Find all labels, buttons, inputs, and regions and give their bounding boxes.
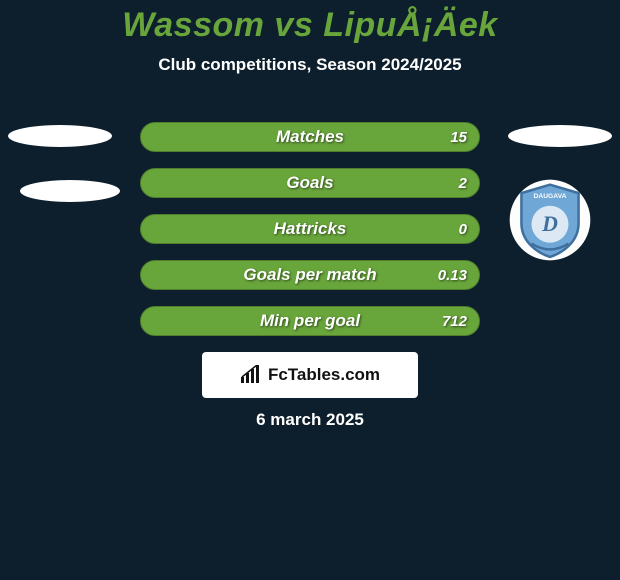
- stat-label: Goals per match: [141, 261, 479, 289]
- stat-right-value: 15: [450, 123, 467, 151]
- brand-text: FcTables.com: [268, 365, 380, 385]
- page-subtitle: Club competitions, Season 2024/2025: [0, 55, 620, 75]
- stat-label: Goals: [141, 169, 479, 197]
- brand-link[interactable]: FcTables.com: [202, 352, 418, 398]
- player-right-crest: DAUGAVA D: [500, 178, 600, 264]
- stat-right-value: 712: [442, 307, 467, 335]
- brand-main: Tables: [288, 365, 341, 384]
- brand-suffix: .com: [340, 365, 380, 384]
- stats-comparison-card: Wassom vs LipuÅ¡Äek Club competitions, S…: [0, 0, 620, 580]
- date-stamp: 6 march 2025: [0, 410, 620, 430]
- stat-label: Hattricks: [141, 215, 479, 243]
- stat-row-min-per-goal: Min per goal 712: [140, 306, 480, 336]
- stat-row-hattricks: Hattricks 0: [140, 214, 480, 244]
- stat-right-value: 0: [459, 215, 467, 243]
- bar-chart-icon: [240, 365, 262, 385]
- player-left-photo-placeholder: [8, 125, 112, 147]
- stat-row-matches: Matches 15: [140, 122, 480, 152]
- crest-letter: D: [541, 212, 558, 236]
- stat-right-value: 0.13: [438, 261, 467, 289]
- page-title: Wassom vs LipuÅ¡Äek: [0, 0, 620, 45]
- crest-label: DAUGAVA: [534, 193, 567, 200]
- stat-right-value: 2: [459, 169, 467, 197]
- brand-inner: FcTables.com: [240, 365, 380, 385]
- player-right-photo-placeholder: [508, 125, 612, 147]
- stat-label: Min per goal: [141, 307, 479, 335]
- shield-icon: DAUGAVA D: [508, 178, 592, 262]
- stat-label: Matches: [141, 123, 479, 151]
- stat-row-goals-per-match: Goals per match 0.13: [140, 260, 480, 290]
- player-left-crest-placeholder: [20, 180, 120, 202]
- stats-bars: Matches 15 Goals 2 Hattricks 0 Goals per…: [140, 122, 480, 352]
- stat-row-goals: Goals 2: [140, 168, 480, 198]
- brand-prefix: Fc: [268, 365, 288, 384]
